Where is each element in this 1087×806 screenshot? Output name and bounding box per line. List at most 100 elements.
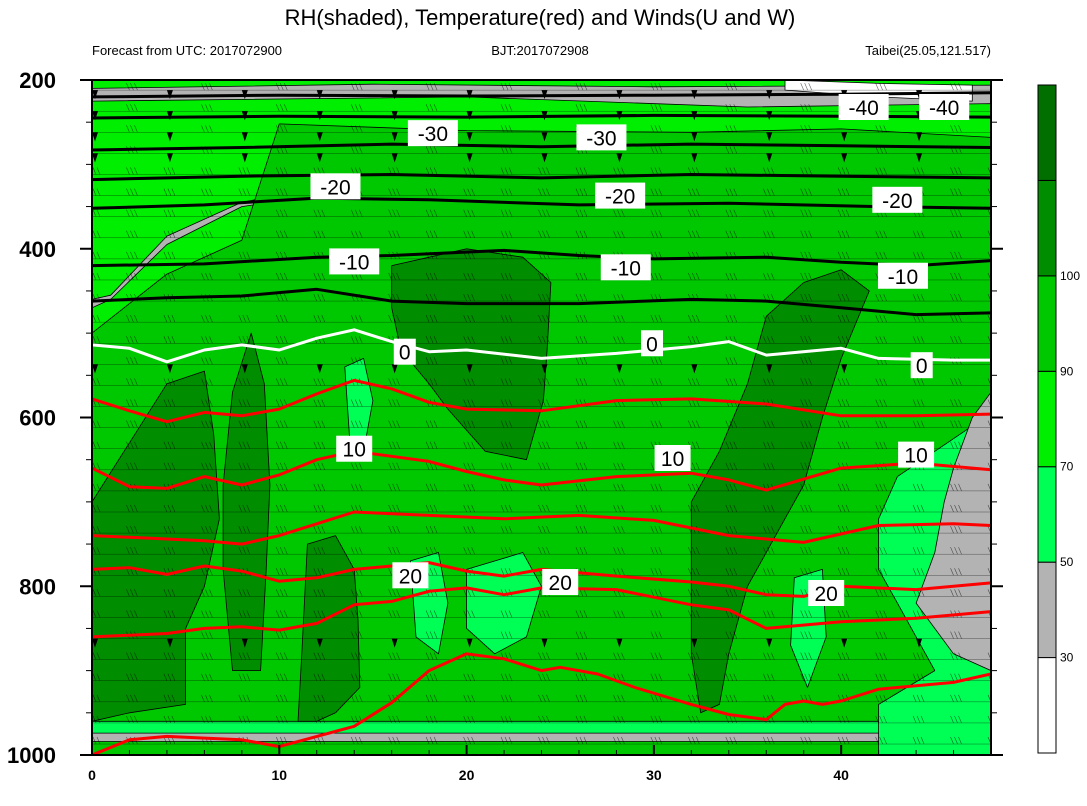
wind-barb (875, 504, 887, 513)
wind-barb (163, 547, 176, 555)
x-tick-label: 20 (459, 767, 475, 783)
wind-barb (92, 441, 101, 449)
wind-barb (466, 638, 473, 648)
wind-barb (463, 589, 475, 597)
wind-barb (466, 364, 473, 374)
wind-barb (166, 153, 173, 163)
wind-barb (800, 673, 812, 681)
wind-barb (500, 378, 513, 386)
x-tick-label: 0 (88, 767, 96, 783)
wind-barb (276, 652, 288, 660)
wind-barb (391, 364, 398, 374)
wind-barb (688, 715, 700, 724)
wind-barb (875, 736, 887, 745)
wind-barb (538, 694, 550, 702)
wind-barb (613, 652, 625, 660)
temperature-contour-20 (92, 586, 991, 639)
wind-barb (762, 315, 775, 323)
wind-barb (800, 568, 812, 576)
wind-barb (912, 378, 925, 386)
wind-barb (238, 378, 251, 386)
wind-barb (500, 441, 513, 449)
wind-barb (238, 251, 251, 259)
wind-barb (616, 153, 623, 163)
wind-barb (313, 568, 326, 576)
wind-barb (350, 673, 363, 681)
wind-barb (912, 251, 925, 259)
wind-barb (688, 378, 700, 386)
wind-barb (950, 715, 962, 724)
wind-barb (500, 188, 513, 196)
wind-barb (201, 399, 213, 407)
wind-barb (500, 420, 513, 428)
wind-barb (276, 736, 288, 745)
contour-label: -20 (320, 176, 350, 199)
rh-region-16 (690, 269, 870, 714)
wind-barb (841, 364, 848, 374)
wind-barb (650, 209, 663, 217)
wind-barb (463, 209, 475, 217)
wind-barb (800, 188, 812, 196)
wind-barb (613, 610, 625, 618)
wind-barb (837, 230, 850, 238)
wind-barb (650, 167, 663, 175)
wind-barb (241, 364, 248, 374)
wind-barb (126, 230, 138, 238)
wind-barb (276, 547, 288, 555)
wind-barb (201, 715, 213, 724)
wind-barb (613, 420, 625, 428)
wind-barb (425, 610, 438, 618)
wind-barb (425, 315, 438, 323)
contour-label: -30 (586, 127, 616, 150)
wind-barb (92, 638, 98, 648)
wind-barb (875, 547, 887, 555)
wind-barb (391, 638, 398, 648)
wind-barb (126, 188, 138, 196)
wind-barb (800, 125, 812, 133)
wind-barb (837, 167, 850, 175)
wind-barb (837, 420, 850, 428)
wind-barb (500, 736, 513, 745)
wind-barb (201, 652, 213, 660)
wind-barb (762, 378, 775, 386)
wind-barb (538, 610, 550, 618)
wind-barb (950, 694, 962, 702)
wind-barb (650, 610, 663, 618)
wind-barb (650, 652, 663, 660)
wind-barb (466, 132, 473, 142)
wind-barb (575, 188, 588, 196)
wind-barb (762, 230, 775, 238)
wind-barb (725, 378, 738, 386)
wind-barb (350, 146, 363, 154)
wind-barb (201, 209, 213, 217)
wind-barb (688, 547, 700, 555)
wind-barb (688, 504, 700, 513)
wind-barb (875, 673, 887, 681)
wind-barb (725, 568, 738, 576)
contour-label-box (600, 254, 651, 281)
wind-barb (388, 504, 400, 513)
contour-label: 20 (399, 565, 422, 588)
wind-barb (201, 104, 213, 112)
wind-barb (201, 315, 213, 323)
wind-barb (912, 547, 925, 555)
wind-barb (350, 336, 363, 344)
wind-barb (350, 694, 363, 702)
wind-barb (538, 167, 550, 175)
wind-barb (463, 230, 475, 238)
wind-barb (575, 694, 588, 702)
temperature-contour--30 (92, 142, 991, 152)
wind-barb (650, 357, 663, 365)
wind-barb (688, 673, 700, 681)
wind-barb (841, 638, 848, 648)
contour-label-box (310, 173, 361, 200)
wind-barb (425, 104, 438, 112)
wind-barb (92, 673, 101, 681)
wind-barb (126, 504, 138, 513)
wind-barb (691, 132, 698, 142)
contour-label-box (872, 186, 923, 213)
wind-barb (163, 399, 176, 407)
colorbar-tick-label: 70 (1060, 460, 1074, 474)
contour-label: 20 (549, 572, 572, 595)
wind-barb (388, 736, 400, 745)
